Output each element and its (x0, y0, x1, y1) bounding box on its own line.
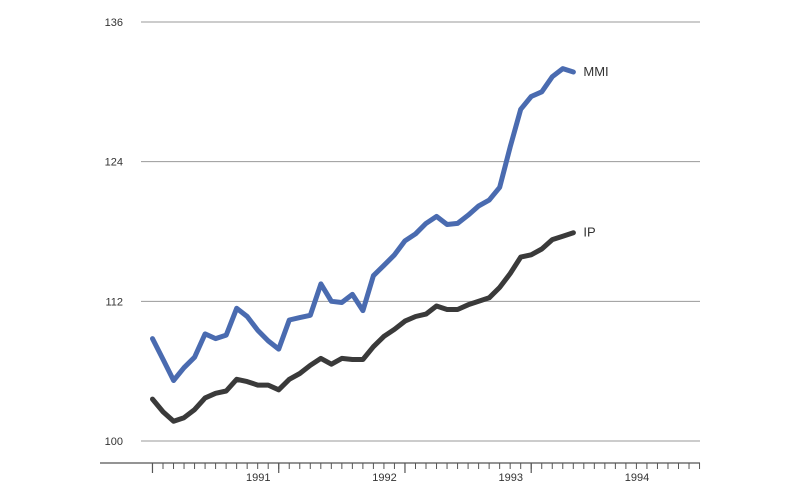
y-tick-label-112: 112 (105, 296, 123, 308)
y-tick-label-124: 124 (105, 157, 123, 169)
x-tick-labels: 1991 1992 1993 1994 (246, 472, 649, 484)
series-labels: MMI IP (583, 64, 608, 240)
series-label-mmi: MMI (583, 64, 608, 79)
series-label-ip: IP (583, 225, 595, 240)
x-tick-label-1992: 1992 (372, 472, 396, 484)
y-tick-label-100: 100 (105, 436, 123, 448)
x-axis (100, 462, 701, 473)
series-lines (150, 66, 576, 424)
y-tick-labels: 100 112 124 136 (105, 17, 123, 448)
gridlines (141, 21, 700, 442)
x-tick-label-1993: 1993 (498, 472, 522, 484)
series-line-ip (150, 230, 576, 424)
y-tick-label-136: 136 (105, 17, 123, 29)
x-tick-label-1994: 1994 (625, 472, 649, 484)
x-tick-label-1991: 1991 (246, 472, 270, 484)
series-line-mmi (150, 66, 576, 383)
